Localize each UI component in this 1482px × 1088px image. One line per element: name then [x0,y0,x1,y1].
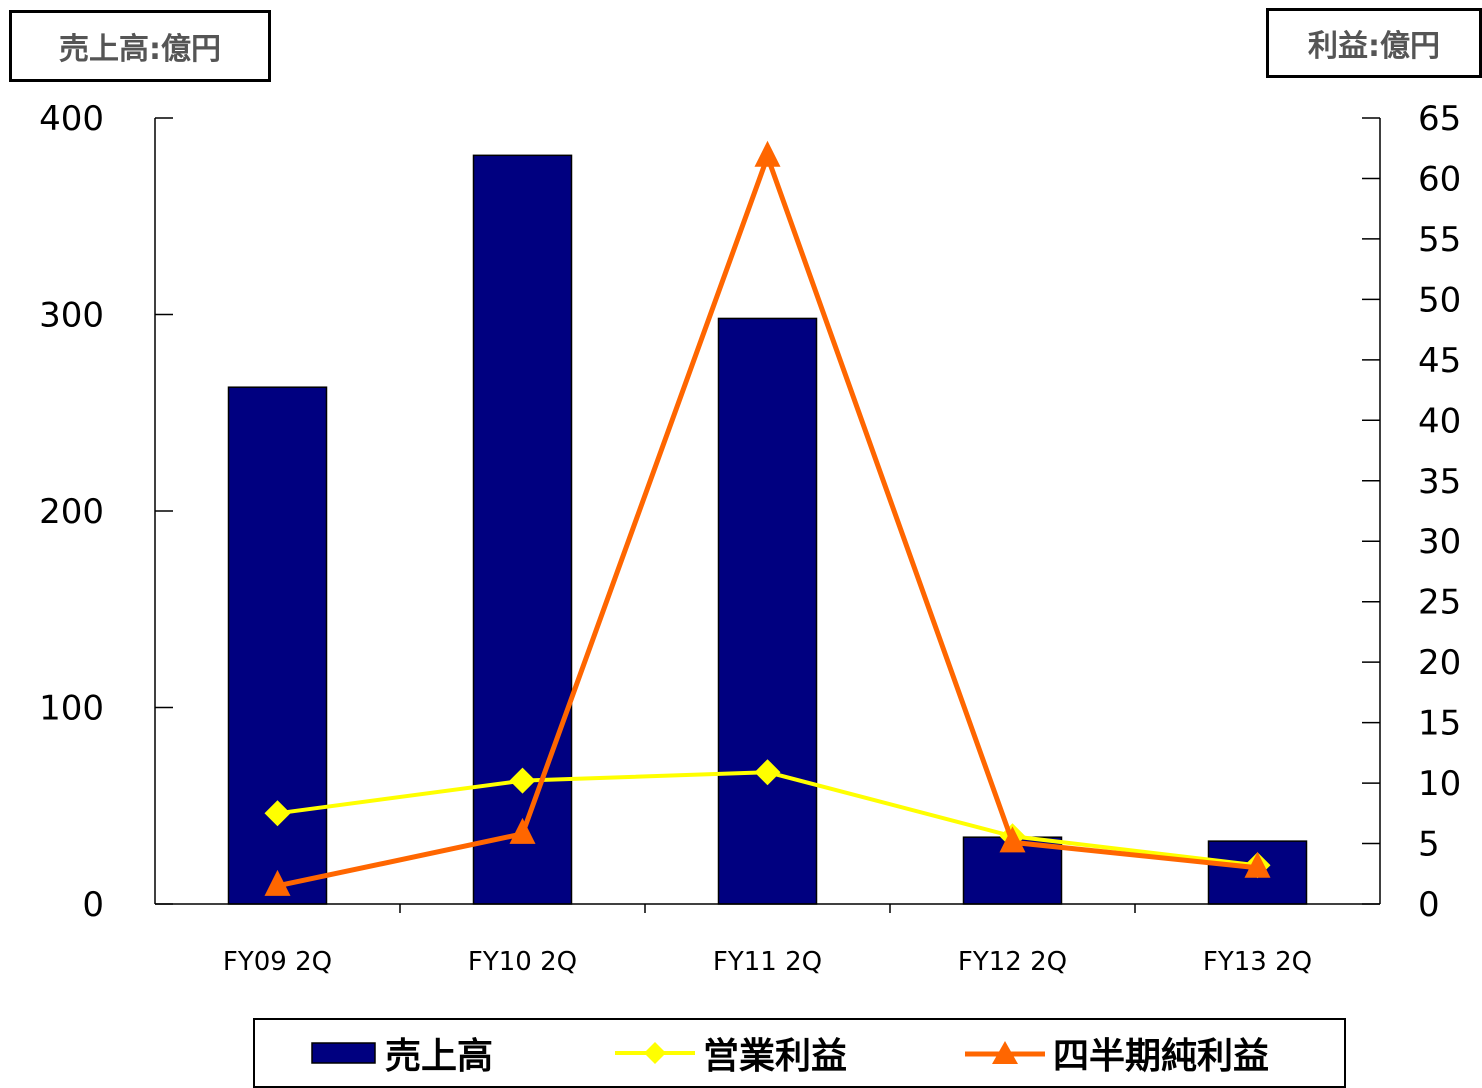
right-axis-tick-label: 5 [1418,825,1440,865]
combo-chart: 0 100 200 300 400 0 5 10 15 20 25 30 35 40 45 50 55 60 65 F… [39,99,1461,977]
point-net-profit-FY09-2Q [264,869,291,896]
left-axis-tick-label: 0 [82,885,104,925]
point-operating-profit-FY10-2Q [509,767,536,794]
right-axis-tick-label: 15 [1418,704,1461,744]
left-axis-tick-label: 400 [39,99,104,139]
point-net-profit-FY11-2Q [754,140,781,167]
point-net-profit-FY13-2Q [1244,851,1271,878]
legend-diamond-swatch [615,1042,695,1064]
legend-item-operating: 営業利益 [615,1028,847,1078]
right-axis-tick-label: 10 [1418,764,1461,804]
right-axis-tick-label: 45 [1418,341,1461,381]
right-axis-tick-label: 20 [1418,643,1461,683]
point-net-profit-FY10-2Q [509,817,536,844]
x-axis-category-label: FY10 2Q [468,947,577,977]
legend-label-sales: 売上高 [385,1036,494,1077]
right-axis-tick-label: 55 [1418,220,1461,260]
legend-bar-swatch [311,1042,376,1064]
right-axis-tick-label: 50 [1418,280,1461,320]
right-axis-tick-label: 65 [1418,99,1461,139]
right-axis-tick-label: 30 [1418,522,1461,562]
legend-label-net: 四半期純利益 [1053,1036,1270,1077]
bar-sales-FY09-2Q [227,386,328,905]
legend-triangle-swatch [965,1041,1045,1064]
x-axis-category-label: FY09 2Q [223,947,332,977]
right-axis-tick-label: 35 [1418,462,1461,502]
point-operating-profit-FY09-2Q [264,800,291,827]
right-axis-tick-label: 60 [1418,159,1461,199]
left-axis-tick-label: 300 [39,296,104,336]
legend-item-sales: 売上高 [311,1028,493,1078]
right-axis-tick-label: 0 [1418,885,1440,925]
left-axis-unit-label: 売上高:億円 [9,10,271,82]
bar-sales-FY11-2Q [717,317,818,905]
left-axis-tick-label: 100 [39,689,104,729]
legend-item-net: 四半期純利益 [965,1028,1269,1078]
right-axis-tick-label: 25 [1418,583,1461,623]
legend-label-operating: 営業利益 [703,1036,848,1077]
x-axis-category-label: FY13 2Q [1203,947,1312,977]
x-axis-category-label: FY11 2Q [713,947,822,977]
right-axis-tick-label: 40 [1418,401,1461,441]
x-axis-category-label: FY12 2Q [958,947,1067,977]
point-operating-profit-FY11-2Q [754,759,781,786]
right-axis-unit-label: 利益:億円 [1266,8,1482,78]
point-net-profit-FY12-2Q [999,826,1026,853]
chart-legend: 売上高 営業利益 四半期純利益 [253,1018,1346,1088]
left-axis-tick-label: 200 [39,492,104,532]
